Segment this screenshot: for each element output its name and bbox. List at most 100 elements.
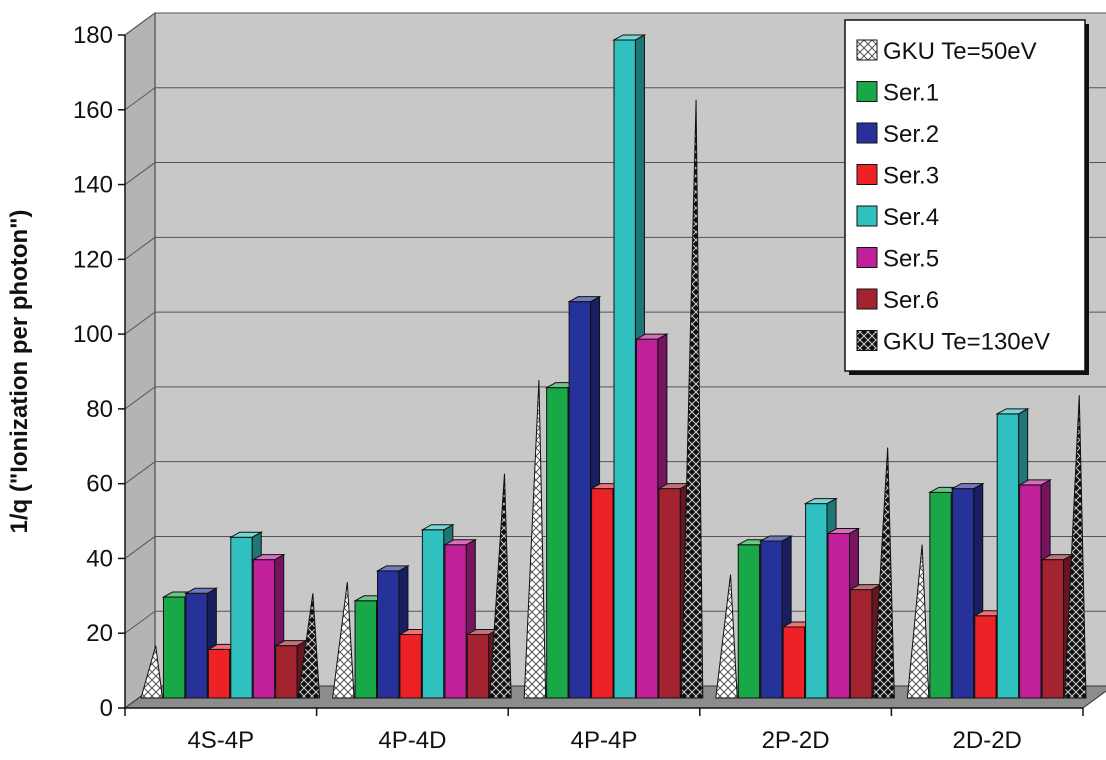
y-tick-label: 80 bbox=[86, 396, 113, 423]
bar-front bbox=[230, 536, 253, 699]
legend-swatch bbox=[856, 288, 878, 310]
bar-mark bbox=[273, 639, 309, 699]
bar-front bbox=[760, 540, 783, 699]
bar-top bbox=[251, 554, 286, 561]
gridline bbox=[124, 162, 156, 185]
cone-mark bbox=[872, 447, 895, 699]
bar-front bbox=[996, 413, 1020, 699]
x-tick-label: 4S-4P bbox=[187, 727, 254, 754]
bar-front bbox=[185, 592, 208, 699]
gridline bbox=[124, 87, 156, 111]
bar-top bbox=[950, 483, 985, 490]
y-tick-label: 60 bbox=[86, 471, 113, 498]
bar-mark bbox=[442, 538, 478, 699]
legend-label: Ser.5 bbox=[883, 246, 939, 273]
y-tick-label: 0 bbox=[100, 695, 113, 722]
legend-label: Ser.2 bbox=[883, 121, 939, 148]
y-tick-label: 160 bbox=[73, 97, 113, 124]
bars bbox=[140, 34, 1087, 699]
cone-mark bbox=[489, 473, 512, 699]
gridline bbox=[124, 461, 156, 485]
y-tick-label: 120 bbox=[73, 246, 113, 273]
gridline bbox=[124, 311, 156, 335]
cone-mark bbox=[140, 645, 164, 699]
bar-front bbox=[737, 544, 761, 699]
bar-top bbox=[442, 539, 478, 546]
legend-label: Ser.3 bbox=[883, 163, 939, 190]
bar-front bbox=[782, 626, 806, 699]
bar-front bbox=[1041, 559, 1065, 699]
bar-front bbox=[354, 600, 377, 699]
bar-front bbox=[929, 491, 952, 699]
y-tick-label: 180 bbox=[73, 22, 113, 49]
bar-front bbox=[1019, 484, 1042, 699]
legend-label: Ser.1 bbox=[883, 80, 939, 107]
bar-front bbox=[850, 589, 873, 699]
y-axis-title: 1/q ("Ionization per photon") bbox=[6, 209, 33, 533]
legend-swatch bbox=[856, 205, 878, 227]
y-tick-label: 140 bbox=[73, 172, 113, 199]
gridline bbox=[124, 536, 156, 559]
bar-front bbox=[546, 387, 569, 699]
cone-mark bbox=[715, 574, 738, 699]
legend-label: GKU Te=50eV bbox=[883, 38, 1037, 65]
bar-top bbox=[375, 565, 410, 572]
bar-front bbox=[591, 488, 614, 699]
bar-front bbox=[658, 488, 681, 699]
x-tick-label: 2P-2D bbox=[762, 727, 830, 754]
bar-front bbox=[444, 544, 467, 699]
bar-front bbox=[951, 488, 975, 699]
bar-top bbox=[634, 333, 669, 340]
y-tick-label: 20 bbox=[86, 620, 113, 647]
bar-top bbox=[803, 498, 838, 505]
bar-front bbox=[568, 301, 592, 699]
bar-top bbox=[183, 587, 219, 594]
bar-front bbox=[466, 633, 490, 699]
bar-front bbox=[399, 633, 422, 699]
legend-swatch bbox=[856, 164, 878, 185]
cone-mark bbox=[332, 582, 355, 699]
y-tick-label: 100 bbox=[73, 321, 113, 348]
x-tick-label: 4P-4P bbox=[571, 727, 638, 754]
legend-label: GKU Te=130eV bbox=[883, 329, 1050, 356]
bar-top bbox=[826, 527, 861, 534]
bar-front bbox=[252, 559, 276, 699]
legend-swatch bbox=[856, 81, 878, 102]
x-tick-label: 2D-2D bbox=[953, 727, 1022, 754]
bar-front bbox=[421, 529, 445, 699]
gridline bbox=[124, 386, 156, 410]
bar-front bbox=[827, 532, 850, 699]
bar-top bbox=[612, 34, 647, 41]
cone-mark bbox=[1064, 395, 1087, 699]
bar-front bbox=[162, 596, 186, 699]
bar-front bbox=[635, 338, 659, 699]
bar-top bbox=[1017, 479, 1053, 486]
x-tick-label: 4P-4D bbox=[378, 727, 446, 754]
bar-front bbox=[613, 39, 636, 699]
legend: GKU Te=50eV Ser.1 Ser.2 Ser.3 Ser.4 Ser.5 Ser.… bbox=[844, 19, 1089, 375]
bar-top bbox=[758, 535, 794, 542]
bar-front bbox=[275, 645, 298, 699]
cone-mark bbox=[297, 593, 321, 699]
gridline bbox=[124, 236, 156, 260]
bar-front bbox=[805, 503, 828, 699]
side-wall bbox=[124, 12, 156, 709]
cone-mark bbox=[523, 380, 547, 699]
legend-swatch bbox=[856, 39, 878, 61]
y-tick-label: 40 bbox=[86, 545, 113, 572]
legend-box bbox=[844, 19, 1086, 372]
legend-label: Ser.4 bbox=[883, 204, 939, 231]
legend-label: Ser.6 bbox=[883, 287, 939, 314]
legend-swatch bbox=[856, 330, 878, 351]
gridline bbox=[124, 610, 156, 634]
cone-mark bbox=[906, 544, 930, 699]
cone-mark bbox=[680, 99, 704, 699]
bar-top bbox=[228, 531, 264, 538]
bar-front bbox=[974, 615, 997, 699]
bar-top bbox=[567, 296, 602, 303]
legend-swatch bbox=[856, 247, 878, 268]
legend-swatch bbox=[856, 122, 878, 144]
bar-top bbox=[420, 524, 455, 531]
